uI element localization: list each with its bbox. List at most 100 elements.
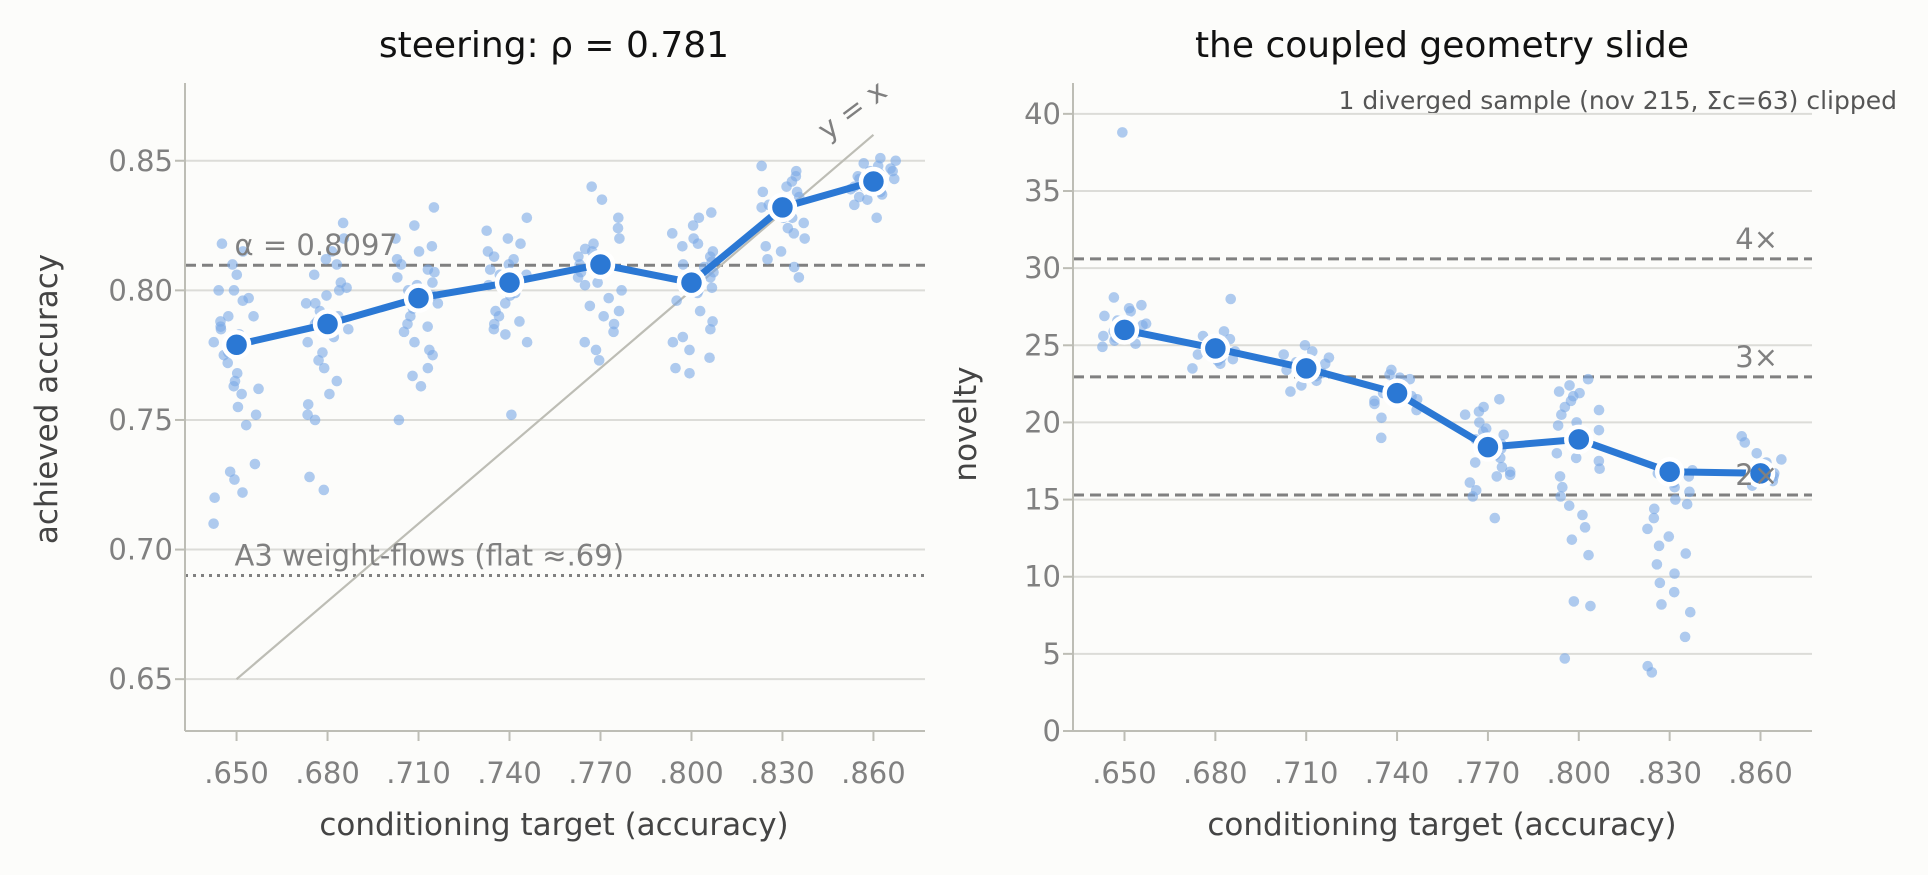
sample-point xyxy=(871,212,883,224)
sample-point xyxy=(248,310,259,322)
sample-point xyxy=(572,272,584,283)
sample-point xyxy=(1582,373,1594,385)
sample-point xyxy=(1319,358,1331,370)
sample-point xyxy=(1739,437,1751,448)
sample-point xyxy=(598,310,609,322)
sample-point xyxy=(666,228,678,239)
sample-point xyxy=(692,238,704,250)
sample-point xyxy=(1098,330,1109,342)
sample-point xyxy=(1376,412,1387,424)
sample-point xyxy=(432,298,444,309)
sample-point xyxy=(1583,549,1594,561)
sample-point xyxy=(704,352,715,364)
sample-point xyxy=(484,264,496,275)
sample-point xyxy=(1551,447,1563,459)
right-mean-series xyxy=(1109,315,1776,489)
left-panel-steering: steering: ρ = 0.781 conditioning target … xyxy=(29,25,925,843)
sample-point xyxy=(229,474,240,485)
sample-point xyxy=(671,295,682,307)
sample-point xyxy=(308,269,320,281)
sample-point xyxy=(253,383,264,395)
mean-point xyxy=(1291,353,1321,384)
x-tick-label: .800 xyxy=(659,756,724,790)
x-tick-label: .800 xyxy=(1547,756,1612,790)
sample-point xyxy=(318,362,330,374)
sample-point xyxy=(858,158,870,169)
right-reference-labels: 4× 3× 2× xyxy=(1735,222,1778,492)
sample-point xyxy=(684,368,695,379)
sample-point xyxy=(694,305,706,317)
y-tick-label: 10 xyxy=(1024,560,1061,594)
sample-point xyxy=(338,233,350,244)
left-axes: 0.65 0.70 0.75 0.80 0.85 .650 .680 .710 .740 .770… xyxy=(108,83,925,790)
y-tick-label: 0.70 xyxy=(108,533,173,567)
sample-point xyxy=(684,344,695,356)
sample-point xyxy=(1656,599,1667,610)
sample-point xyxy=(1593,424,1605,436)
x-tick-label: .680 xyxy=(295,756,360,790)
sample-point xyxy=(426,240,438,252)
sample-point xyxy=(213,285,224,296)
sample-point xyxy=(392,272,403,283)
y-tick-label: 25 xyxy=(1024,328,1061,362)
mean-line xyxy=(235,178,875,349)
sample-point xyxy=(321,290,332,301)
sample-point xyxy=(302,409,313,421)
sample-point xyxy=(862,194,873,205)
sample-point xyxy=(1187,363,1198,374)
sample-point xyxy=(798,217,810,229)
sample-point xyxy=(1467,491,1479,502)
sample-point xyxy=(670,362,681,374)
sample-point xyxy=(521,212,533,224)
sample-point xyxy=(395,259,407,270)
mean-point xyxy=(1745,458,1776,489)
sample-point xyxy=(612,222,624,234)
x-tick-label: .650 xyxy=(1092,756,1157,790)
left-mean-series xyxy=(221,166,889,360)
mean-point xyxy=(1200,333,1231,364)
sample-point xyxy=(1654,577,1666,589)
reference-line-label: 3× xyxy=(1735,340,1778,374)
sample-point xyxy=(693,212,705,224)
sample-point xyxy=(1648,503,1660,515)
sample-point xyxy=(1469,457,1481,468)
sample-point xyxy=(343,323,354,335)
sample-point xyxy=(849,199,860,211)
sample-point xyxy=(667,336,679,348)
sample-point xyxy=(1751,447,1763,459)
sample-point xyxy=(1097,341,1108,353)
sample-point xyxy=(237,246,249,257)
sample-point xyxy=(890,155,902,167)
sample-point xyxy=(1459,409,1471,421)
sample-point xyxy=(515,238,526,250)
sample-point xyxy=(208,336,220,348)
sample-point xyxy=(1384,369,1395,380)
sample-point xyxy=(1552,420,1564,431)
sample-point xyxy=(309,414,321,426)
sample-point xyxy=(706,282,718,294)
x-tick-label: .650 xyxy=(204,756,269,790)
sample-point xyxy=(592,277,603,288)
sample-point xyxy=(1473,406,1485,417)
mean-point xyxy=(585,249,616,280)
sample-point xyxy=(1494,393,1505,405)
mean-point xyxy=(676,267,707,298)
sample-point xyxy=(1218,326,1230,337)
x-tick-label: .680 xyxy=(1183,756,1248,790)
sample-point xyxy=(579,336,591,348)
sample-point xyxy=(1593,404,1605,416)
sample-point xyxy=(398,326,410,338)
reference-line-label: 4× xyxy=(1735,222,1778,256)
sample-point xyxy=(1566,534,1578,545)
sample-point xyxy=(215,321,227,332)
sample-point xyxy=(331,375,343,387)
sample-point xyxy=(799,233,811,244)
sample-point xyxy=(216,238,228,250)
mean-point xyxy=(312,309,343,339)
sample-point xyxy=(1404,373,1416,385)
sample-point xyxy=(1375,432,1387,444)
x-tick-label: .770 xyxy=(1456,756,1521,790)
mean-point xyxy=(858,166,889,197)
sample-point xyxy=(1557,481,1568,493)
